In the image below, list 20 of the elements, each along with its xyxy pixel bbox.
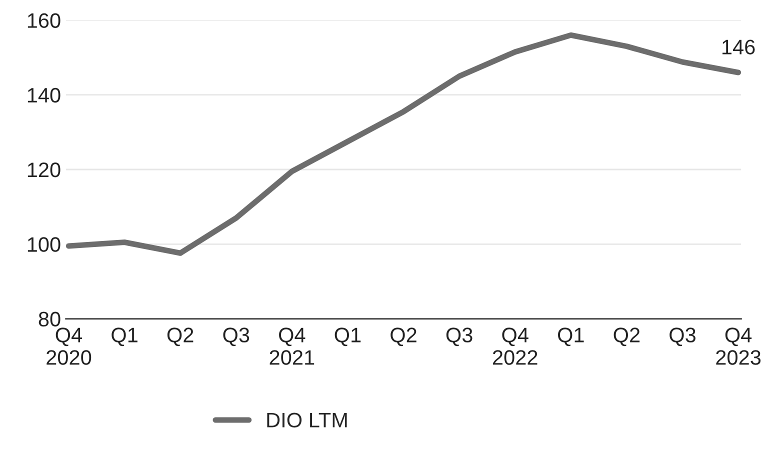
x-tick-label: Q2	[390, 328, 416, 346]
x-tick-label: Q1	[112, 328, 138, 346]
x-tick-label: Q3	[223, 328, 250, 346]
y-tick-label: 140	[28, 88, 60, 103]
y-tick-label: 160	[28, 13, 60, 28]
data-label: 146	[722, 40, 755, 54]
y-tick-label: 100	[28, 237, 60, 252]
x-tick-label: Q4 2022	[492, 328, 538, 365]
x-tick-label: Q3	[446, 328, 472, 346]
y-tick-label: 80	[38, 312, 60, 327]
x-tick-label: Q2	[167, 328, 194, 346]
x-tick-label: Q3	[670, 328, 696, 346]
x-tick-label: Q1	[334, 328, 361, 346]
x-tick-label: Q1	[558, 328, 584, 346]
x-tick-label: Q2	[614, 328, 640, 346]
legend-label: DIO LTM	[267, 412, 347, 428]
x-tick-label: Q4 2023	[716, 328, 761, 365]
y-tick-label: 120	[28, 162, 60, 178]
x-tick-label: Q4 2021	[270, 328, 314, 365]
x-tick-label: Q4 2020	[46, 328, 92, 365]
